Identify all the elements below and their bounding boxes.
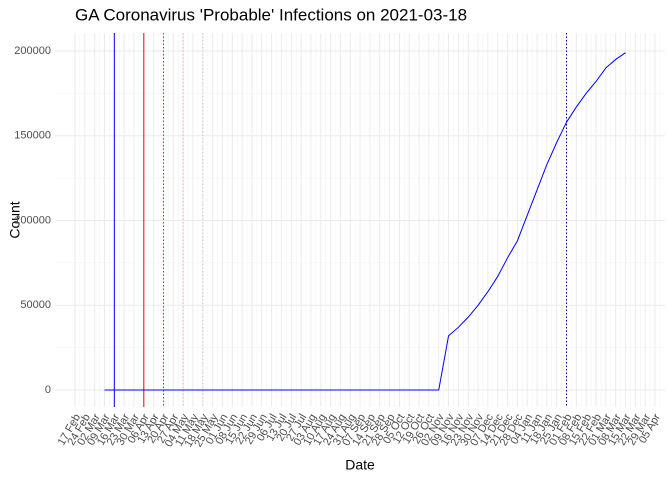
data-line bbox=[104, 52, 626, 391]
y-tick-label: 150000 bbox=[14, 130, 51, 142]
y-tick-label: 100000 bbox=[14, 214, 51, 226]
y-tick-label: 50000 bbox=[20, 299, 51, 311]
y-tick-label: 0 bbox=[45, 384, 51, 396]
chart-title: GA Coronavirus 'Probable' Infections on … bbox=[75, 5, 467, 24]
x-axis-title: Date bbox=[345, 457, 375, 473]
y-axis-title: Count bbox=[7, 201, 23, 238]
y-tick-label: 200000 bbox=[14, 45, 51, 57]
